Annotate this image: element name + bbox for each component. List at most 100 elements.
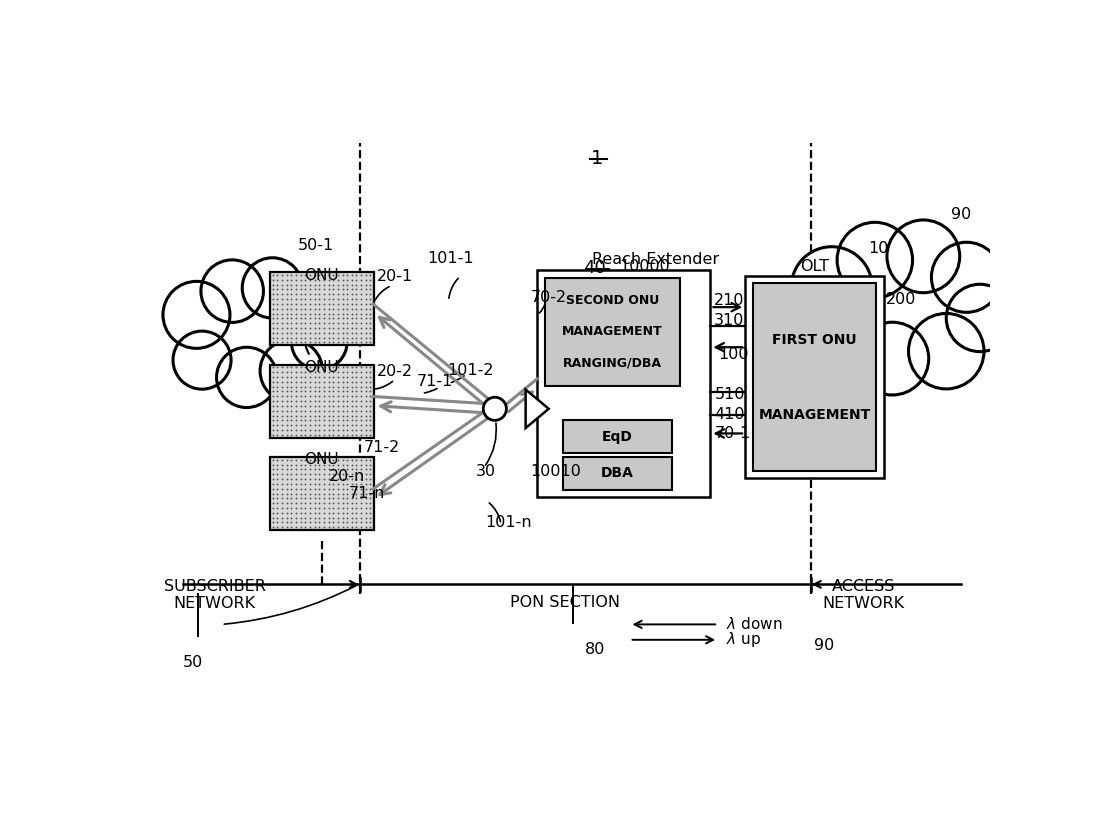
- Point: [324, 307, 342, 320]
- Point: [274, 292, 291, 306]
- Point: [347, 491, 365, 505]
- Point: [310, 486, 328, 500]
- Point: [310, 423, 328, 437]
- Point: [343, 506, 361, 519]
- Text: 510: 510: [715, 387, 745, 402]
- Point: [352, 468, 370, 481]
- Point: [362, 463, 379, 476]
- Point: [339, 482, 356, 496]
- Point: [310, 287, 328, 301]
- Point: [306, 409, 323, 423]
- Circle shape: [946, 284, 1014, 352]
- Point: [329, 453, 346, 466]
- Point: [352, 413, 370, 427]
- Point: [264, 521, 281, 534]
- Point: [343, 516, 361, 529]
- Point: [315, 302, 333, 315]
- Point: [282, 506, 300, 519]
- Point: [320, 370, 338, 384]
- Point: [282, 312, 300, 325]
- Point: [278, 375, 296, 389]
- Point: [274, 477, 291, 491]
- Point: [292, 273, 310, 286]
- Point: [278, 486, 296, 500]
- Point: [329, 380, 346, 393]
- Point: [278, 307, 296, 320]
- Point: [320, 423, 338, 437]
- Point: [268, 428, 286, 442]
- Point: [339, 278, 356, 291]
- Point: [310, 336, 328, 349]
- Point: [274, 453, 291, 466]
- Bar: [537, 270, 710, 497]
- Circle shape: [837, 223, 912, 297]
- Point: [339, 385, 356, 398]
- Point: [343, 331, 361, 344]
- Point: [278, 501, 296, 515]
- Point: [320, 302, 338, 315]
- Point: [274, 360, 291, 374]
- Point: [282, 307, 300, 320]
- Point: [310, 283, 328, 297]
- Point: [334, 317, 352, 330]
- Point: [301, 375, 319, 389]
- Point: [264, 307, 281, 320]
- Point: [287, 394, 304, 407]
- Point: [362, 472, 379, 486]
- Point: [264, 278, 281, 291]
- Point: [343, 477, 361, 491]
- Point: [274, 482, 291, 496]
- Point: [306, 506, 323, 519]
- Circle shape: [887, 220, 960, 292]
- Point: [320, 516, 338, 529]
- Point: [320, 404, 338, 417]
- Point: [339, 307, 356, 320]
- Point: [292, 491, 310, 505]
- Point: [278, 336, 296, 349]
- Point: [264, 394, 281, 407]
- Point: [329, 268, 346, 281]
- Point: [329, 477, 346, 491]
- Point: [352, 326, 370, 339]
- Point: [282, 380, 300, 393]
- Point: [357, 385, 375, 398]
- Point: [352, 385, 370, 398]
- Point: [329, 321, 346, 334]
- Point: [324, 331, 342, 344]
- Point: [274, 302, 291, 315]
- Point: [268, 418, 286, 432]
- Point: [306, 390, 323, 403]
- Point: [320, 331, 338, 344]
- Point: [347, 292, 365, 306]
- Point: [362, 283, 379, 297]
- Point: [352, 278, 370, 291]
- Point: [352, 482, 370, 496]
- Point: [362, 486, 379, 500]
- Point: [297, 472, 314, 486]
- Point: [310, 418, 328, 432]
- Point: [329, 506, 346, 519]
- Point: [292, 511, 310, 524]
- Point: [306, 385, 323, 398]
- Point: [306, 375, 323, 389]
- Point: [306, 511, 323, 524]
- Point: [268, 496, 286, 510]
- Point: [339, 521, 356, 534]
- Point: [320, 394, 338, 407]
- Text: 40: 40: [583, 259, 607, 276]
- Point: [297, 404, 314, 417]
- Point: [329, 317, 346, 330]
- Text: 10010: 10010: [531, 465, 581, 480]
- Point: [282, 370, 300, 384]
- Bar: [269, 457, 374, 530]
- Point: [329, 468, 346, 481]
- Point: [343, 375, 361, 389]
- Point: [315, 365, 333, 379]
- Point: [274, 287, 291, 301]
- Point: [329, 370, 346, 384]
- Point: [274, 511, 291, 524]
- Point: [339, 477, 356, 491]
- Point: [287, 375, 304, 389]
- Point: [343, 423, 361, 437]
- Point: [292, 331, 310, 344]
